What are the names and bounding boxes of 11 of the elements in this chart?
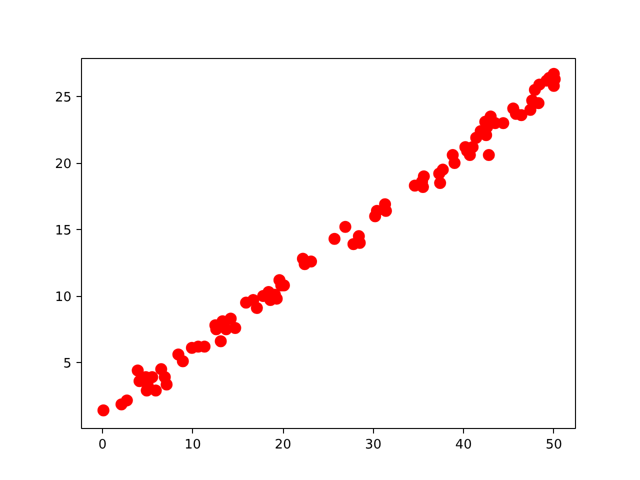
x-tick-label: 10 bbox=[184, 438, 202, 452]
y-tick-label: 5 bbox=[63, 356, 72, 372]
y-tick-label: 20 bbox=[54, 157, 72, 172]
x-tick-label: 30 bbox=[365, 438, 382, 452]
x-tick-label: 20 bbox=[274, 438, 292, 452]
y-tick-label: 10 bbox=[54, 290, 72, 306]
x-tick-label: 0 bbox=[98, 438, 107, 452]
y-tick-label: 15 bbox=[54, 224, 72, 239]
x-tick-label: 40 bbox=[455, 438, 472, 452]
y-tick-label: 25 bbox=[54, 90, 72, 106]
x-tick-label: 50 bbox=[546, 438, 562, 452]
